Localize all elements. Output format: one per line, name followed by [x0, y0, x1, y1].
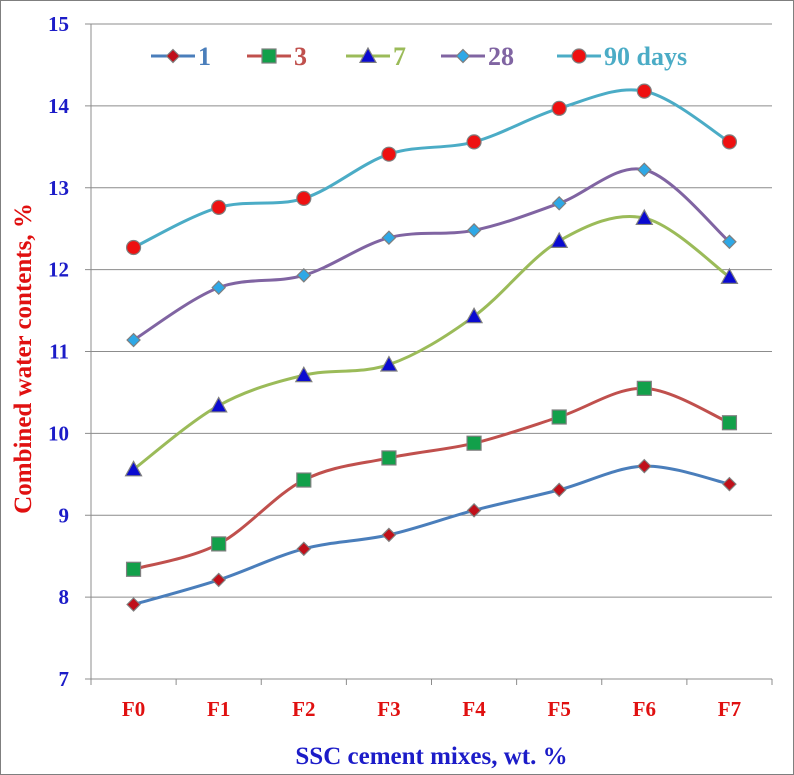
data-point — [636, 162, 652, 178]
legend: 1 3 7 28 90 days — [151, 42, 687, 71]
legend-entry: 7 — [346, 42, 406, 71]
legend-marker — [165, 48, 181, 64]
data-point — [381, 230, 397, 246]
y-tick-label: 13 — [48, 176, 69, 200]
data-point — [294, 366, 313, 383]
x-axis-title: SSC cement mixes, wt. % — [295, 743, 567, 770]
axes — [90, 24, 773, 685]
legend-label: 90 days — [604, 42, 687, 71]
data-point — [466, 502, 482, 518]
data-point — [125, 239, 142, 256]
data-point — [636, 458, 652, 474]
legend-entry: 28 — [441, 42, 514, 71]
y-tick-label: 15 — [48, 12, 69, 36]
legend-entry: 1 — [151, 42, 211, 71]
x-tick-label: F2 — [292, 697, 315, 721]
series-28 — [126, 162, 737, 348]
y-tick-label: 14 — [48, 94, 70, 118]
data-point — [550, 231, 569, 248]
series-1 — [126, 458, 737, 612]
data-point — [126, 597, 141, 612]
series-line — [132, 167, 731, 342]
y-axis-title: Combined water contents, % — [10, 203, 37, 514]
data-point — [465, 307, 484, 324]
series-90-days — [125, 83, 738, 256]
data-point — [466, 134, 482, 150]
legend-entry: 90 days — [557, 42, 687, 71]
y-tick-label: 12 — [48, 258, 69, 282]
data-point — [211, 572, 227, 588]
y-tick-label: 9 — [59, 503, 70, 527]
data-point — [551, 482, 567, 498]
x-tick-label: F7 — [718, 697, 741, 721]
series-3 — [125, 380, 738, 577]
legend-marker — [455, 48, 471, 64]
y-tick-label: 10 — [48, 421, 69, 445]
data-point — [124, 460, 143, 477]
legend-label: 1 — [198, 42, 211, 71]
x-tick-label: F5 — [548, 697, 571, 721]
data-point — [721, 415, 738, 431]
data-point — [721, 134, 738, 150]
y-tick-label: 8 — [59, 585, 70, 609]
series-line — [132, 215, 731, 471]
series-line — [133, 464, 730, 606]
x-tick-label: F4 — [462, 697, 486, 721]
data-point — [211, 536, 227, 552]
data-point — [466, 222, 482, 238]
data-point — [381, 146, 397, 162]
data-point — [381, 450, 397, 466]
legend-marker — [571, 48, 587, 64]
legend-entry: 3 — [247, 42, 307, 71]
x-tick-label: F0 — [122, 697, 145, 721]
x-tick-labels: F0 F1 F2 F3 F4 F5 F6 F7 — [122, 697, 741, 721]
data-point — [296, 190, 312, 206]
series-line — [133, 386, 731, 571]
data-point — [636, 83, 652, 99]
data-point — [296, 541, 312, 557]
x-tick-label: F1 — [207, 697, 230, 721]
legend-label: 3 — [294, 42, 307, 71]
data-point — [551, 100, 567, 116]
data-point — [296, 268, 312, 283]
data-point — [209, 396, 228, 413]
data-point — [722, 234, 737, 250]
data-point — [126, 332, 141, 348]
y-tick-label: 11 — [49, 340, 69, 364]
y-tick-label: 7 — [59, 667, 70, 691]
data-point — [551, 409, 567, 425]
data-point — [466, 435, 482, 451]
data-point — [551, 195, 567, 211]
data-point — [125, 561, 142, 577]
gridlines — [85, 23, 772, 680]
series-lines — [124, 83, 739, 612]
legend-label: 7 — [393, 42, 406, 71]
data-point — [379, 355, 398, 372]
data-point — [296, 472, 312, 488]
series-7 — [124, 208, 739, 477]
data-point — [722, 476, 737, 492]
x-tick-label: F3 — [377, 697, 400, 721]
data-point — [720, 267, 739, 284]
data-point — [211, 199, 227, 215]
data-point — [636, 380, 652, 396]
y-tick-labels: 7 8 9 10 11 12 13 14 15 — [48, 12, 70, 691]
legend-label: 28 — [488, 42, 514, 71]
data-point — [211, 280, 227, 295]
data-point — [381, 527, 397, 543]
legend-marker — [261, 48, 277, 64]
legend-marker — [358, 46, 378, 64]
x-tick-label: F6 — [633, 697, 656, 721]
data-point — [635, 208, 654, 226]
